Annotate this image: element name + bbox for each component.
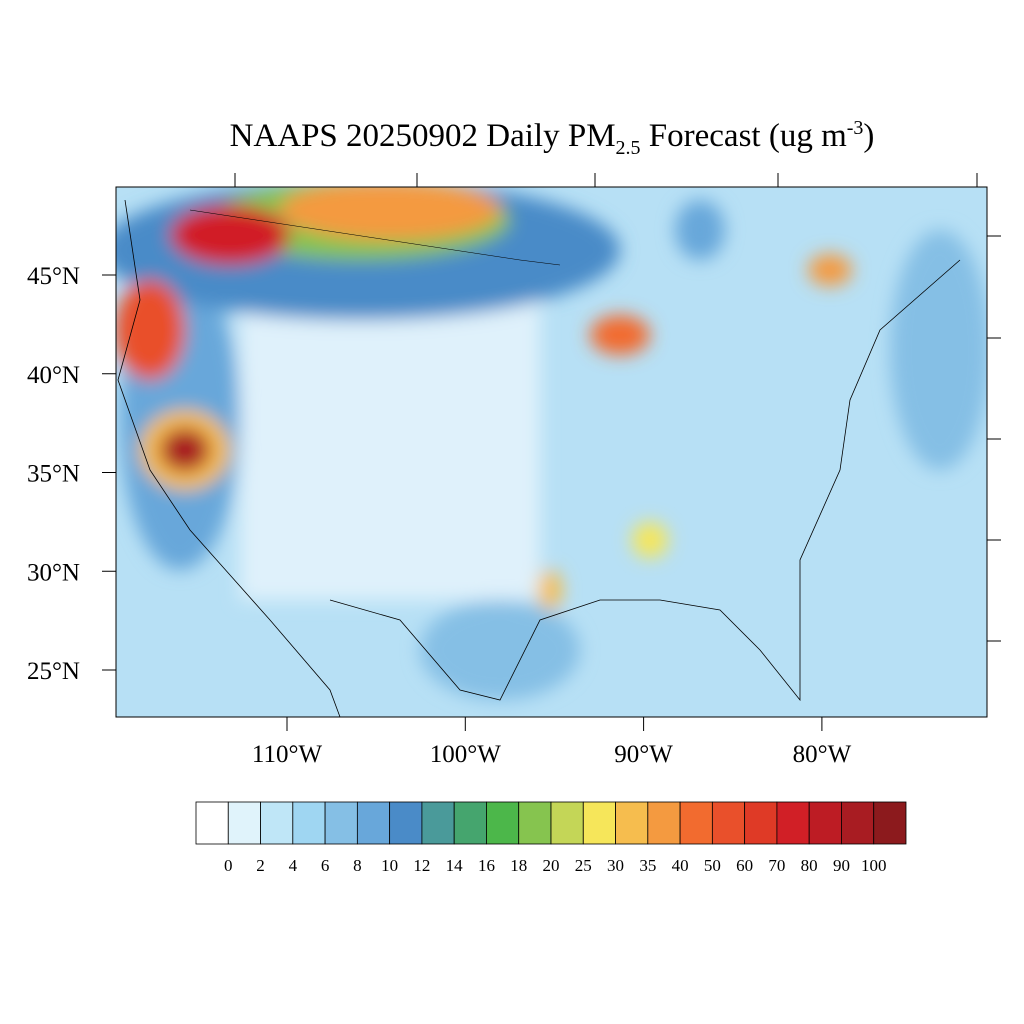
colorbar-label: 100	[861, 856, 887, 875]
colorbar-box	[356, 801, 391, 845]
title-middle: Forecast (ug m	[641, 118, 848, 154]
colorbar-box	[744, 801, 778, 845]
colorbar-label: 90	[833, 856, 850, 875]
colorbar-label: 0	[224, 856, 233, 875]
colorbar-label: 50	[704, 856, 721, 875]
colorbar-label: 60	[736, 856, 753, 875]
colorbar-box	[260, 801, 294, 845]
colorbar-box	[711, 801, 746, 845]
colorbar-label: 6	[321, 856, 330, 875]
colorbar-box	[292, 801, 326, 845]
lat-label: 25°N	[27, 658, 80, 685]
lat-label: 35°N	[27, 461, 80, 488]
colorbar-label: 70	[768, 856, 785, 875]
colorbar-box	[808, 801, 842, 845]
title-superscript: -3	[847, 117, 864, 139]
colorbar-box	[873, 801, 907, 845]
colorbar-box	[389, 801, 423, 845]
colorbar-label: 12	[413, 856, 430, 875]
field-blobs	[116, 187, 987, 700]
colorbar-label: 40	[672, 856, 689, 875]
title-main: NAAPS 20250902 Daily PM	[230, 118, 616, 154]
colorbar-box	[615, 801, 649, 845]
colorbar-box	[582, 801, 616, 845]
colorbar-box	[486, 801, 520, 845]
colorbar-label: 16	[478, 856, 495, 875]
colorbar-label: 8	[353, 856, 362, 875]
colorbar-label: 4	[289, 856, 298, 875]
colorbar-label: 10	[381, 856, 398, 875]
colorbar-box	[453, 801, 487, 845]
colorbar-box	[550, 801, 584, 845]
colorbar-box	[518, 801, 552, 845]
colorbar-label: 18	[510, 856, 527, 875]
title-subscript: 2.5	[616, 137, 641, 159]
frame-ticks	[234, 173, 1001, 642]
lon-label: 100°W	[430, 741, 501, 768]
lon-label: 80°W	[793, 741, 852, 768]
colorbar-label: 20	[543, 856, 560, 875]
colorbar-box	[679, 801, 713, 845]
colorbar-label: 30	[607, 856, 624, 875]
lon-label: 90°W	[614, 741, 673, 768]
lat-label: 30°N	[27, 559, 80, 586]
colorbar-box	[841, 801, 875, 845]
pm-field	[116, 187, 987, 717]
map-frame	[115, 186, 988, 718]
colorbar-label: 80	[801, 856, 818, 875]
colorbar-label: 25	[575, 856, 592, 875]
colorbar-box	[324, 801, 358, 845]
lat-label: 40°N	[27, 362, 80, 389]
title-end: )	[863, 118, 874, 154]
colorbar-label: 35	[639, 856, 656, 875]
lat-label: 45°N	[27, 263, 80, 290]
colorbar-box	[195, 801, 229, 845]
title: NAAPS 20250902 Daily PM2.5 Forecast (ug …	[230, 117, 875, 159]
colorbar-label: 2	[256, 856, 265, 875]
lon-label: 110°W	[252, 741, 323, 768]
colorbar-box	[421, 801, 455, 845]
colorbar-label: 14	[446, 856, 464, 875]
colorbar-box	[776, 801, 810, 845]
colorbar-box	[227, 801, 261, 845]
colorbar-box	[647, 801, 681, 845]
